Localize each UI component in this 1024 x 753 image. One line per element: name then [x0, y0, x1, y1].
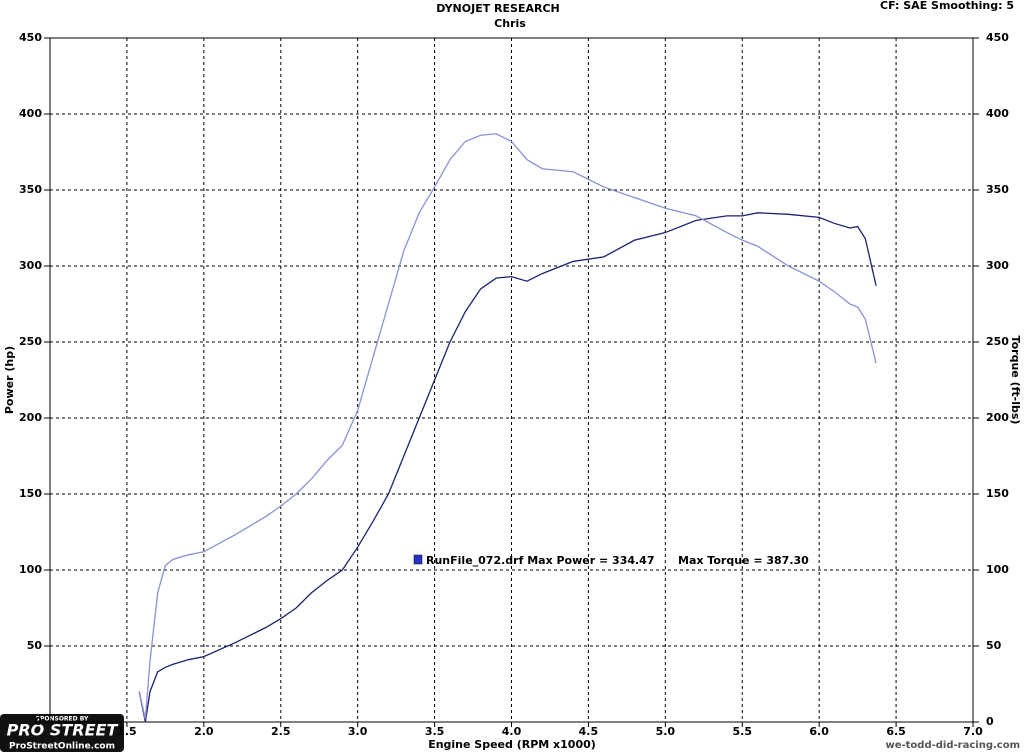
y2-tick-label: 250: [986, 335, 1009, 348]
x-tick-label: 7.0: [963, 725, 983, 738]
y2-tick-label: 350: [986, 183, 1009, 196]
settings-label: CF: SAE Smoothing: 5: [880, 0, 1014, 12]
x-tick-label: 3.0: [348, 725, 368, 738]
y2-tick-label: 100: [986, 563, 1009, 576]
y2-tick-label: 450: [986, 31, 1009, 44]
x-tick-label: 1.5: [117, 725, 137, 738]
watermark: we-todd-did-racing.com: [885, 740, 1020, 751]
logo-title: PRO STREET: [7, 721, 119, 740]
x-tick-label: 5.0: [656, 725, 676, 738]
y-tick-label: 350: [19, 183, 42, 196]
legend-marker: [413, 554, 423, 565]
x-tick-label: 4.0: [502, 725, 522, 738]
y-tick-label: 250: [19, 335, 42, 348]
chart-subtitle: Chris: [494, 17, 526, 30]
x-tick-label: 3.5: [425, 725, 445, 738]
legend-text: RunFile_072.drf Max Power = 334.47: [426, 554, 655, 567]
y2-tick-label: 300: [986, 259, 1009, 272]
y2-tick-label: 50: [986, 639, 1002, 652]
x-tick-label: 2.5: [271, 725, 291, 738]
x-tick-label: 2.0: [194, 725, 214, 738]
logo-sponsor: SPONSORED BY: [36, 716, 89, 723]
y2-axis-label: Torque (ft-lbs): [1009, 336, 1022, 425]
y-axis-label: Power (hp): [3, 346, 16, 414]
x-tick-label: 5.5: [733, 725, 753, 738]
y-tick-label: 150: [19, 487, 42, 500]
logo-box: [0, 714, 124, 752]
y2-tick-label: 0: [986, 715, 994, 728]
y2-tick-label: 400: [986, 107, 1009, 120]
x-tick-label: 6.5: [886, 725, 906, 738]
y-tick-label: 300: [19, 259, 42, 272]
y-tick-label: 450: [19, 31, 42, 44]
x-tick-label: 4.5: [579, 725, 599, 738]
y-tick-label: 400: [19, 107, 42, 120]
series-line: [138, 212, 877, 723]
logo-url: ProStreetOnline.com: [9, 742, 115, 752]
y-tick-label: 100: [19, 563, 42, 576]
chart-title: DYNOJET RESEARCH: [436, 2, 559, 15]
x-tick-label: 6.0: [809, 725, 829, 738]
y-tick-label: 0: [34, 715, 42, 728]
series-line: [138, 133, 877, 720]
y-tick-label: 200: [19, 411, 42, 424]
legend-text: Max Torque = 387.30: [678, 554, 809, 567]
x-axis-label: Engine Speed (RPM x1000): [428, 738, 596, 751]
y2-tick-label: 200: [986, 411, 1009, 424]
y-tick-label: 50: [27, 639, 43, 652]
y2-tick-label: 150: [986, 487, 1009, 500]
